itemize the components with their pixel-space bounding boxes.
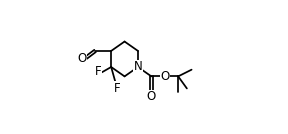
Text: F: F <box>95 65 102 78</box>
Text: O: O <box>147 90 156 103</box>
Text: O: O <box>77 52 87 66</box>
Text: F: F <box>114 82 120 95</box>
Text: N: N <box>134 60 142 74</box>
Text: O: O <box>160 70 169 83</box>
